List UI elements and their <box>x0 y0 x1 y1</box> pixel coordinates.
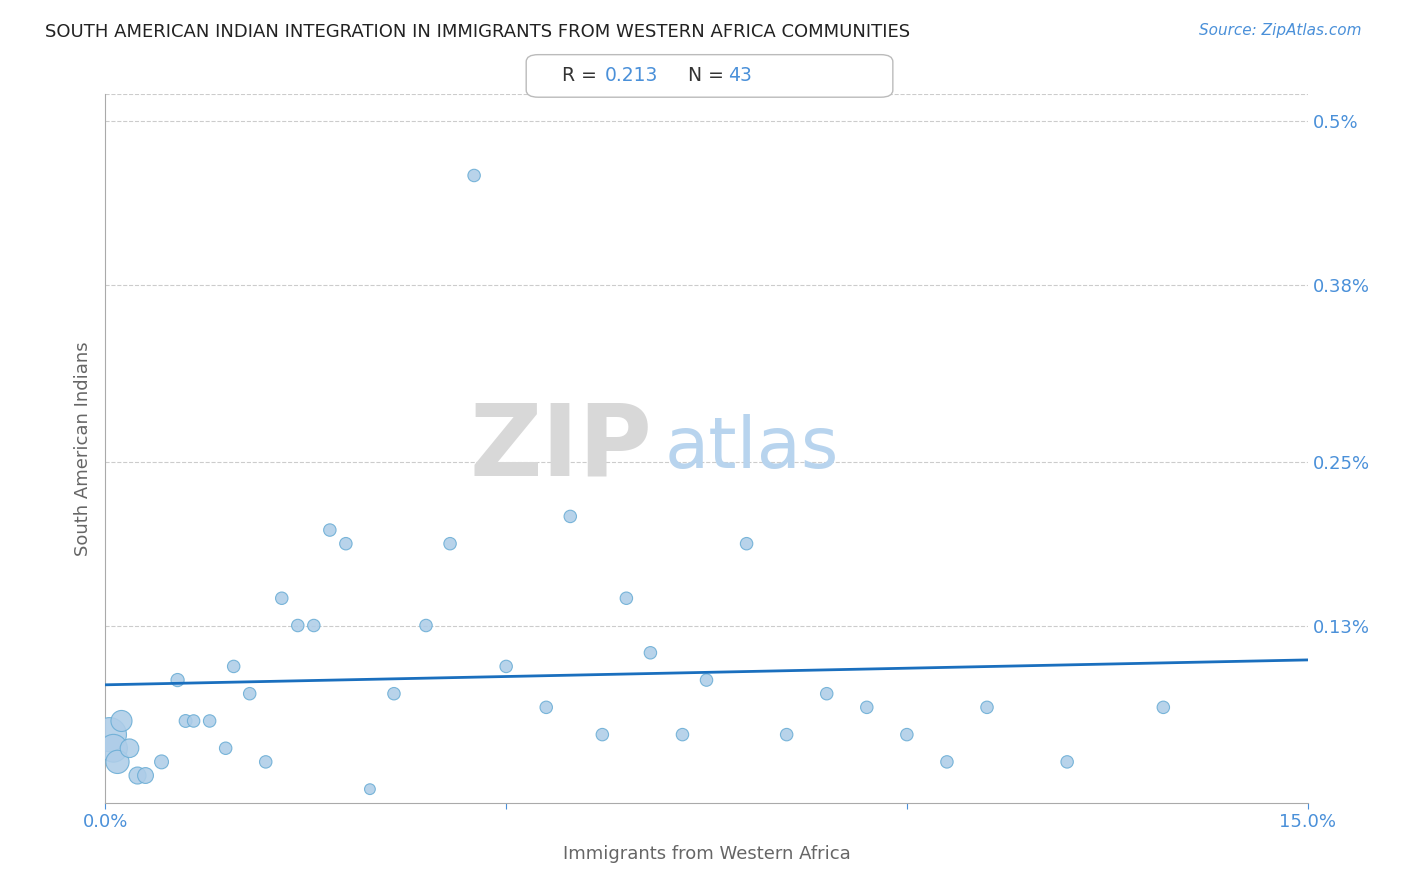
Text: 43: 43 <box>728 66 752 86</box>
Point <box>135 768 157 782</box>
Point <box>103 741 125 756</box>
Point <box>735 537 758 551</box>
Point <box>110 714 132 728</box>
Point <box>382 687 405 701</box>
Point <box>415 618 437 632</box>
Point <box>855 700 877 714</box>
Point <box>439 537 461 551</box>
Point <box>174 714 197 728</box>
FancyBboxPatch shape <box>526 54 893 97</box>
Point <box>936 755 959 769</box>
Point <box>495 659 517 673</box>
Point <box>270 591 292 606</box>
Text: N =: N = <box>689 66 730 86</box>
Point <box>591 728 613 742</box>
Point <box>696 673 718 687</box>
Point <box>534 700 557 714</box>
Point <box>640 646 662 660</box>
Point <box>671 728 693 742</box>
Point <box>359 782 381 797</box>
Point <box>287 618 309 632</box>
Point <box>560 509 582 524</box>
Y-axis label: South American Indians: South American Indians <box>73 341 91 556</box>
Point <box>222 659 245 673</box>
Point <box>183 714 205 728</box>
Text: 0.213: 0.213 <box>605 66 658 86</box>
Point <box>150 755 173 769</box>
Text: ZIP: ZIP <box>470 400 652 497</box>
X-axis label: Immigrants from Western Africa: Immigrants from Western Africa <box>562 845 851 863</box>
Point <box>239 687 262 701</box>
Point <box>98 728 121 742</box>
Point <box>815 687 838 701</box>
Point <box>463 169 485 183</box>
Point <box>214 741 236 756</box>
Text: Source: ZipAtlas.com: Source: ZipAtlas.com <box>1198 23 1361 38</box>
Point <box>198 714 221 728</box>
Point <box>319 523 342 537</box>
Point <box>302 618 325 632</box>
Point <box>976 700 998 714</box>
Point <box>127 768 149 782</box>
Point <box>1056 755 1078 769</box>
Point <box>335 537 357 551</box>
Point <box>896 728 918 742</box>
Point <box>254 755 277 769</box>
Point <box>118 741 141 756</box>
Text: SOUTH AMERICAN INDIAN INTEGRATION IN IMMIGRANTS FROM WESTERN AFRICA COMMUNITIES: SOUTH AMERICAN INDIAN INTEGRATION IN IMM… <box>45 23 910 41</box>
Text: atlas: atlas <box>665 414 839 483</box>
Point <box>166 673 188 687</box>
Point <box>616 591 638 606</box>
Text: R =: R = <box>562 66 603 86</box>
Point <box>776 728 799 742</box>
Point <box>107 755 129 769</box>
Point <box>1152 700 1174 714</box>
